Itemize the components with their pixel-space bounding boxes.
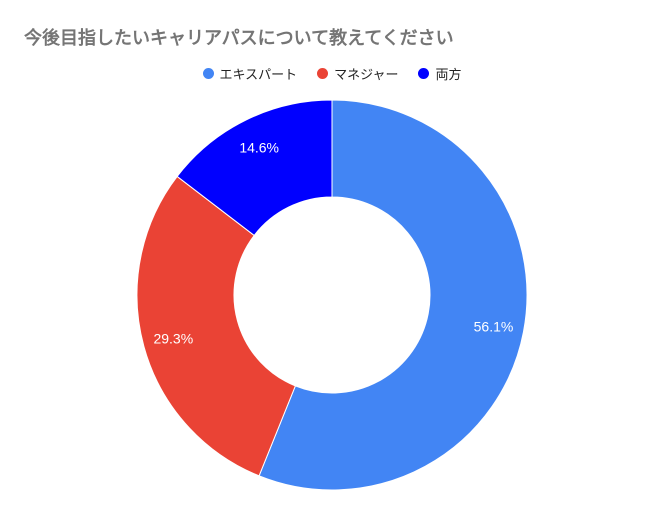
legend-swatch-both bbox=[418, 68, 430, 79]
legend-label-manager: マネジャー bbox=[334, 68, 399, 83]
slice-label-both: 14.6% bbox=[239, 140, 279, 156]
slice-label-manager: 29.3% bbox=[153, 330, 193, 346]
slice-label-expert: 56.1% bbox=[474, 318, 514, 334]
legend-label-both: 両方 bbox=[435, 68, 462, 83]
slice-manager[interactable] bbox=[136, 175, 297, 477]
slice-both[interactable] bbox=[176, 99, 333, 237]
legend: エキスパート マネジャー 両方 bbox=[0, 64, 664, 83]
legend-item-both[interactable]: 両方 bbox=[418, 64, 462, 83]
legend-swatch-expert bbox=[202, 68, 214, 79]
chart-title: 今後目指したいキャリアパスについて教えてください bbox=[24, 28, 454, 49]
legend-item-expert[interactable]: エキスパート bbox=[202, 64, 298, 83]
legend-item-manager[interactable]: マネジャー bbox=[317, 64, 398, 83]
slice-expert[interactable] bbox=[258, 99, 528, 491]
legend-label-expert: エキスパート bbox=[219, 68, 298, 83]
legend-swatch-manager bbox=[317, 68, 329, 79]
